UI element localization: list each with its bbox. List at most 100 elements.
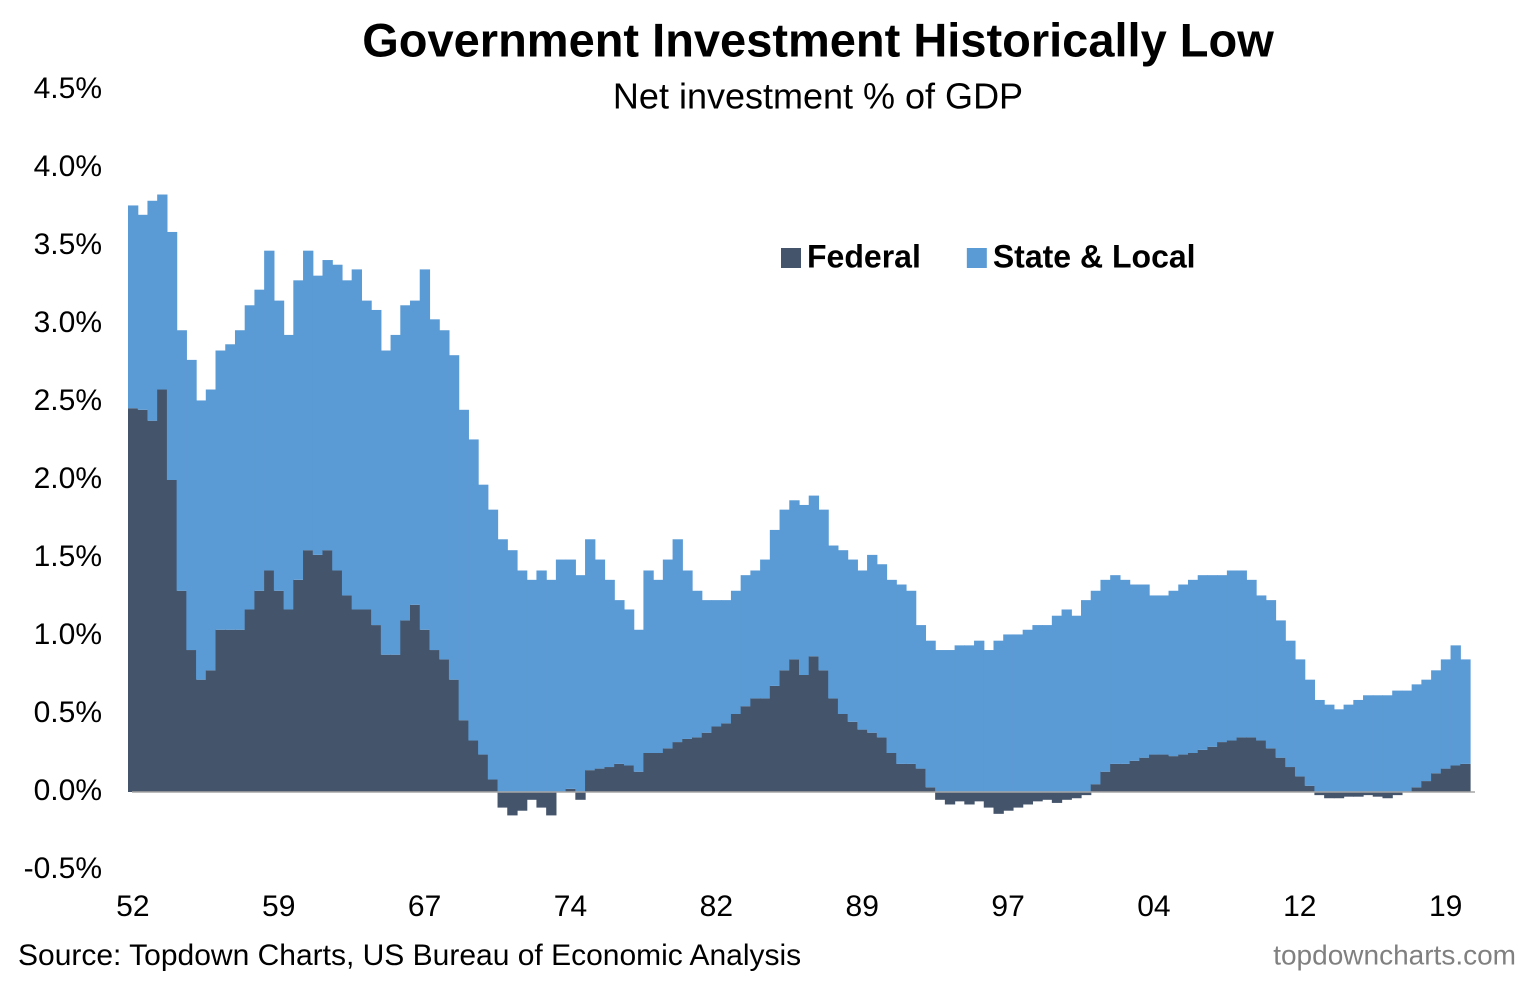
bar-segment <box>380 654 392 792</box>
bar-segment <box>1246 737 1257 792</box>
bar-segment <box>303 250 314 551</box>
bar-segment <box>507 792 518 816</box>
bar-segment <box>186 650 197 792</box>
bar-segment <box>196 679 207 792</box>
bar-segment <box>565 788 576 792</box>
bar-segment <box>1411 787 1422 792</box>
bar-segment <box>886 579 897 753</box>
bar-segment <box>128 205 139 409</box>
bar-segment <box>1392 792 1403 796</box>
x-tick-label: 74 <box>554 890 587 923</box>
bar-segment <box>730 714 742 792</box>
bar-segment <box>594 559 606 769</box>
bar-segment <box>585 539 596 771</box>
bar-segment <box>672 539 683 743</box>
bar-segment <box>915 768 927 792</box>
bar-segment <box>1460 659 1471 764</box>
y-tick-label: 2.0% <box>34 462 102 495</box>
bar-segment <box>1022 792 1033 805</box>
bar-segment <box>604 579 615 768</box>
bar-segment <box>711 600 722 727</box>
bar-segment <box>1304 679 1316 786</box>
bar-segment <box>380 350 392 655</box>
bar-segment <box>1207 575 1218 747</box>
bar-segment <box>1149 754 1160 792</box>
bar-segment <box>1275 620 1286 758</box>
bar-segment <box>1256 740 1267 792</box>
bar-segment <box>137 214 149 410</box>
bar-segment <box>769 529 781 686</box>
bar-segment <box>1431 773 1442 792</box>
bar-segment <box>555 559 567 792</box>
bar-segment <box>264 570 275 792</box>
bar-segment <box>516 792 528 811</box>
bar-segment <box>312 554 324 792</box>
bar-segment <box>1226 570 1238 741</box>
bar-segment <box>1139 584 1150 758</box>
bar-segment <box>1100 579 1111 772</box>
bar-segment <box>828 545 839 699</box>
bar-segment <box>497 539 508 792</box>
bar-segment <box>1450 645 1461 766</box>
bar-segment <box>1022 629 1033 792</box>
y-tick-label: 3.5% <box>34 228 102 261</box>
bar-segment <box>341 595 353 792</box>
bar-segment <box>779 670 790 792</box>
y-tick-label: 3.0% <box>34 306 102 339</box>
bar-segment <box>371 625 382 792</box>
bar-segment <box>808 495 820 657</box>
bar-segment <box>157 194 168 390</box>
bar-segment <box>993 640 1004 792</box>
legend-label: Federal <box>807 238 921 274</box>
bar-segment <box>799 675 810 792</box>
bar-segment <box>341 280 353 596</box>
bar-segment <box>1246 579 1257 738</box>
bar-segment <box>196 400 207 680</box>
y-tick-label: 0.5% <box>34 696 102 729</box>
bar-segment <box>760 698 771 792</box>
y-tick-label: 4.0% <box>34 150 102 183</box>
bar-segment <box>147 200 158 421</box>
bar-segment <box>1217 742 1228 792</box>
bar-segment <box>516 570 528 792</box>
bar-segment <box>653 579 664 753</box>
bar-segment <box>1051 792 1063 803</box>
bar-segment <box>1003 792 1014 811</box>
chart-title: Government Investment Historically Low <box>362 13 1274 66</box>
bar-segment <box>964 792 975 805</box>
bar-segment <box>925 787 936 792</box>
bar-segment <box>779 509 790 671</box>
bar-segment <box>478 754 489 792</box>
bar-segment <box>322 550 333 792</box>
bar-segment <box>147 420 158 792</box>
bar-segment <box>410 300 421 605</box>
bar-segment <box>1178 754 1189 792</box>
bar-segment <box>1187 753 1199 792</box>
bar-segment <box>176 330 187 591</box>
bar-segment <box>1090 590 1102 785</box>
bar-segment <box>419 629 431 792</box>
bar-segment <box>837 714 849 792</box>
bar-segment <box>244 609 256 792</box>
bar-segment <box>867 732 878 792</box>
bar-segment <box>799 504 810 675</box>
bar-segment <box>876 737 888 792</box>
bar-segment <box>944 792 956 805</box>
bar-segment <box>925 640 936 788</box>
bar-segment <box>1304 785 1316 792</box>
bar-segment <box>390 654 401 792</box>
bar-segment <box>905 763 917 792</box>
bar-segment <box>1061 609 1072 792</box>
bar-segment <box>623 609 635 766</box>
bar-segment <box>818 509 829 671</box>
bar-segment <box>439 659 450 792</box>
bar-segment <box>1197 749 1209 792</box>
bar-segment <box>1119 763 1131 792</box>
bar-segment <box>1265 748 1277 792</box>
bar-segment <box>478 484 489 755</box>
bar-segment <box>176 590 187 792</box>
bar-segment <box>974 640 985 792</box>
bar-segment <box>828 698 839 792</box>
bar-segment <box>312 275 324 555</box>
